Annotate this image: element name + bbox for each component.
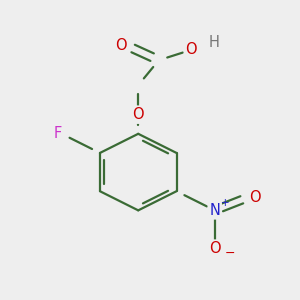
Text: O: O xyxy=(115,38,126,53)
Text: N: N xyxy=(209,203,220,218)
Text: H: H xyxy=(209,35,220,50)
Text: +: + xyxy=(221,198,230,208)
Text: H: H xyxy=(209,35,220,50)
Text: −: − xyxy=(224,247,235,260)
Text: O: O xyxy=(249,190,260,205)
Text: O: O xyxy=(132,107,144,122)
Text: O: O xyxy=(209,241,220,256)
Text: F: F xyxy=(53,126,62,141)
Text: O: O xyxy=(185,42,197,57)
